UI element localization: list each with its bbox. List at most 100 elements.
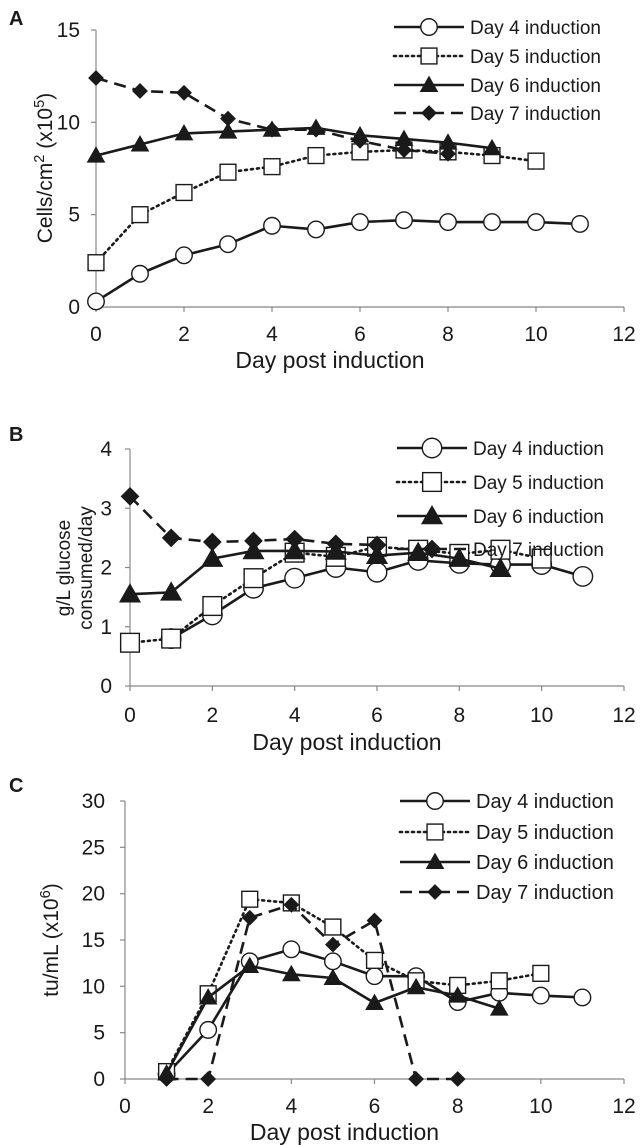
data-point [490,972,508,990]
data-point [439,213,457,232]
data-point [307,146,325,165]
legend-label: Day 7 induction [476,882,614,904]
data-point [527,152,545,170]
data-point [241,890,259,908]
panel-letter: B [9,424,23,446]
data-point [118,583,142,603]
data-point [531,548,552,569]
y-tick-label: 0 [100,675,112,698]
data-point [408,1071,425,1087]
data-point [131,206,149,224]
series-day-6-induction [86,118,502,163]
data-point [120,487,140,506]
data-point [282,940,301,959]
data-point [352,132,368,149]
series-day-6-induction [157,956,509,1081]
y-tick-label: 4 [100,438,112,461]
data-point [366,561,388,583]
y-axis-label: tu/mL (x106) [38,883,63,997]
data-point [367,535,387,555]
x-tick-label: 12 [612,1095,635,1118]
data-point [240,956,260,973]
y-tick-label: 0 [93,1068,105,1091]
legend-marker [421,437,443,459]
x-axis-label: Day post induction [235,347,424,373]
x-tick-label: 2 [178,323,190,346]
panel-c: C 0 5 10 15 20 25 30 0 2 4 6 8 10 12 Day post induction… [9,775,636,1145]
series-day-7-induction [158,896,466,1087]
series-day-5-induction [157,890,550,1081]
data-point [281,964,301,982]
data-point [86,146,106,163]
data-point [407,541,430,561]
data-point [263,158,281,176]
series-line [94,148,538,264]
x-tick-label: 6 [369,1095,381,1118]
data-point [243,568,264,589]
data-point [160,581,183,601]
data-point [326,534,346,554]
data-point [132,83,148,99]
x-tick-label: 12 [612,704,635,727]
data-point [406,977,426,995]
data-point [396,142,412,158]
legend-marker [421,471,443,493]
data-point [175,183,193,202]
x-tick-label: 8 [442,323,454,346]
x-tick-label: 6 [354,323,366,346]
data-point [219,163,237,181]
legend-label: Day 5 induction [470,47,601,68]
x-tick-label: 2 [206,704,218,727]
data-point [244,531,263,551]
y-tick-label: 5 [68,204,80,227]
data-point [308,121,324,138]
data-point [263,216,281,235]
data-point [572,565,594,587]
series-line [165,897,543,1073]
data-point [440,145,456,162]
series-day-7-induction [88,70,456,162]
data-point [88,70,104,86]
legend-entry: Day 6 induction [400,852,614,874]
legend-label: Day 6 induction [476,852,614,874]
data-point [119,632,141,653]
data-point [161,528,181,548]
data-point [175,246,193,265]
data-point [394,129,414,146]
x-tick-label: 12 [612,323,635,346]
data-point [482,138,502,156]
legend-label: Day 5 induction [473,473,604,494]
panel-letter: C [9,775,23,797]
data-point [200,1071,217,1087]
legend-marker [426,823,444,841]
data-point [323,968,343,986]
data-point [527,213,545,232]
x-tick-label: 4 [285,1095,297,1118]
data-point [198,988,218,1005]
data-point [87,254,105,272]
legend-entry: Day 5 induction [395,471,604,494]
x-tick-label: 10 [529,1095,552,1118]
data-point [307,220,325,239]
legend-label: Day 6 induction [470,76,601,97]
y-axis-label-line: g/L glucose [54,520,75,616]
x-tick-label: 4 [266,323,278,346]
data-point [489,999,509,1016]
y-tick-label: 30 [82,790,105,813]
data-point [489,557,512,577]
data-point [176,84,192,101]
data-point [199,1020,218,1039]
data-point [174,124,194,141]
y-tick-label: 15 [57,19,80,42]
data-point [218,122,238,139]
legend-marker [420,47,438,65]
data-point [532,964,550,982]
legend-entry: Day 6 induction [394,75,601,97]
data-point [202,532,222,552]
data-point [202,595,223,617]
data-point [323,952,342,971]
data-point [324,918,342,936]
data-point [285,529,305,549]
data-point [130,135,150,152]
